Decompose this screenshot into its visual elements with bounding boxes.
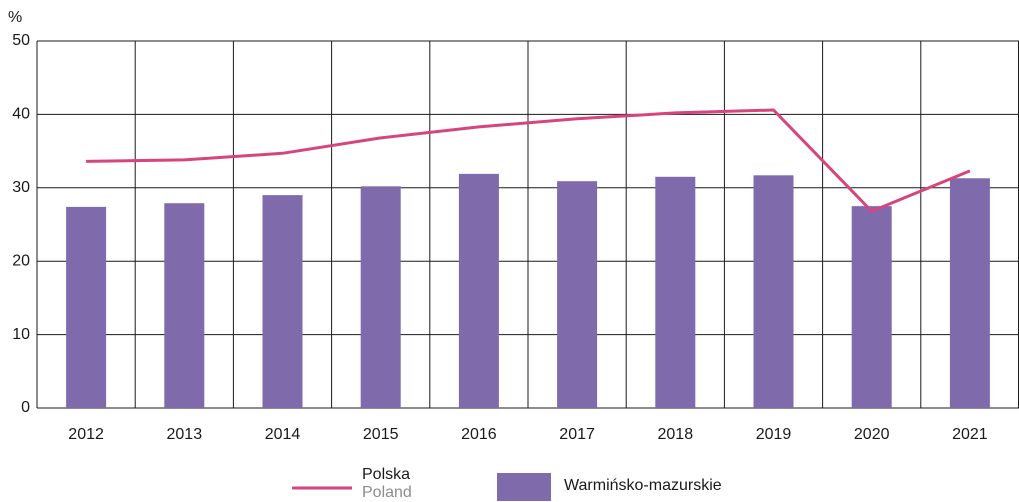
x-tick-label: 2014 xyxy=(265,426,301,443)
y-axis-unit: % xyxy=(8,9,22,26)
bar xyxy=(949,178,990,408)
line xyxy=(86,108,971,213)
legend-label: Polska xyxy=(362,466,410,483)
bar xyxy=(164,203,205,408)
legend-label-en: Poland xyxy=(362,484,412,501)
bar xyxy=(66,206,107,408)
x-tick-label: 2021 xyxy=(952,426,988,443)
bar xyxy=(262,195,303,408)
bar xyxy=(458,173,499,408)
x-tick-label: 2020 xyxy=(854,426,890,443)
y-tick-label: 0 xyxy=(21,399,30,416)
bar xyxy=(753,175,794,408)
legend-swatch xyxy=(497,473,551,501)
x-tick-label: 2019 xyxy=(756,426,792,443)
x-tick-label: 2018 xyxy=(658,426,694,443)
y-tick-label: 10 xyxy=(12,326,30,343)
x-tick-label: 2012 xyxy=(68,426,104,443)
bar xyxy=(655,176,696,408)
y-tick-label: 50 xyxy=(12,32,30,49)
y-tick-label: 20 xyxy=(12,252,30,269)
x-tick-label: 2016 xyxy=(461,426,497,443)
y-tick-label: 30 xyxy=(12,179,30,196)
legend-label: Warmińsko-mazurskie xyxy=(564,477,722,494)
bar xyxy=(557,181,598,408)
bar xyxy=(360,186,401,408)
x-tick-label: 2015 xyxy=(363,426,399,443)
x-tick-label: 2017 xyxy=(559,426,595,443)
bar xyxy=(851,206,892,408)
x-tick-label: 2013 xyxy=(167,426,203,443)
y-tick-label: 40 xyxy=(12,106,30,123)
